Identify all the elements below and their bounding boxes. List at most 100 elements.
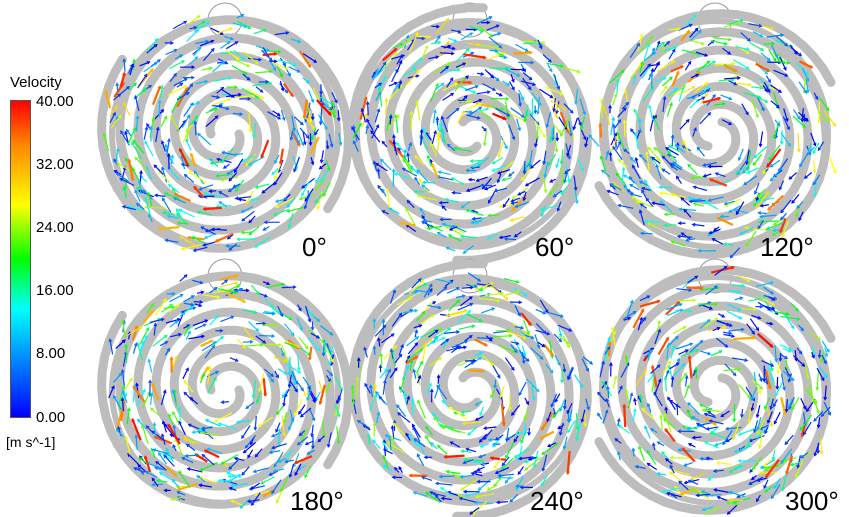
vector-arrowhead — [310, 326, 315, 331]
velocity-vector — [796, 347, 803, 355]
vector-arrowhead — [108, 337, 113, 343]
velocity-vector — [503, 277, 519, 283]
vector-arrowhead — [501, 177, 506, 182]
vector-arrowhead — [201, 20, 206, 25]
vector-arrowhead — [731, 334, 736, 338]
vector-arrowhead — [708, 230, 713, 235]
velocity-vector — [445, 225, 463, 236]
vector-arrowhead — [530, 112, 535, 117]
vector-arrowhead — [708, 419, 713, 423]
vector-arrowhead — [275, 499, 280, 504]
vector-arrowhead — [233, 152, 238, 157]
vector-arrowhead — [310, 136, 315, 141]
vector-arrowhead — [158, 451, 162, 456]
velocity-vector — [271, 479, 282, 494]
velocity-vector — [293, 453, 300, 468]
vector-arrowhead — [369, 384, 373, 389]
velocity-vector — [804, 362, 809, 380]
velocity-vector — [618, 424, 631, 434]
vector-arrowhead — [677, 448, 682, 452]
velocity-vector — [524, 397, 529, 405]
vector-arrowhead — [565, 340, 570, 345]
velocity-vector — [639, 63, 651, 77]
velocity-vector — [185, 331, 191, 340]
vector-arrowhead — [779, 140, 784, 145]
vector-arrowhead — [250, 502, 255, 507]
velocity-vector — [234, 457, 245, 461]
vector-arrowhead — [641, 407, 646, 412]
velocity-vector — [427, 225, 443, 230]
velocity-vector — [641, 408, 655, 420]
velocity-vector — [272, 110, 281, 117]
vector-arrowhead — [729, 254, 734, 259]
velocity-vector — [575, 89, 579, 104]
vector-arrowhead — [221, 60, 226, 65]
vector-arrowhead — [782, 458, 787, 463]
velocity-vector — [113, 93, 121, 101]
vector-arrowhead — [311, 445, 315, 450]
vector-arrowhead — [132, 167, 136, 172]
velocity-vector — [734, 297, 743, 301]
vector-arrowhead — [625, 101, 630, 106]
velocity-vector — [153, 323, 157, 336]
vector-arrowhead — [826, 348, 830, 353]
vector-arrowhead — [381, 318, 386, 323]
vector-arrowhead — [225, 106, 230, 111]
vector-arrowhead — [208, 66, 213, 71]
vector-arrowhead — [552, 414, 557, 419]
velocity-vector — [329, 346, 333, 365]
velocity-vector — [581, 409, 586, 423]
velocity-vector — [186, 129, 189, 142]
velocity-vector — [432, 62, 451, 74]
vector-arrowhead — [148, 379, 152, 384]
vector-arrowhead — [763, 485, 767, 490]
velocity-vector — [351, 385, 355, 406]
vector-arrowhead — [509, 218, 514, 222]
vector-arrowhead — [364, 113, 368, 117]
vector-arrowhead — [236, 56, 241, 61]
velocity-vector — [670, 165, 678, 171]
vector-arrowhead — [193, 170, 198, 175]
velocity-vector — [645, 220, 661, 223]
velocity-vector — [367, 101, 369, 116]
velocity-vector — [542, 454, 548, 472]
vector-arrowhead — [421, 310, 426, 315]
vector-arrowhead — [569, 133, 573, 138]
vector-arrowhead — [171, 291, 176, 296]
vector-arrowhead — [668, 76, 673, 81]
velocity-vector — [537, 39, 543, 49]
vector-arrowhead — [284, 89, 289, 94]
velocity-vector — [566, 402, 573, 414]
velocity-vector — [317, 435, 325, 443]
vector-arrowhead — [186, 235, 191, 240]
vector-arrowhead — [172, 197, 177, 201]
vector-arrowhead — [143, 87, 147, 92]
velocity-vector — [291, 130, 300, 144]
vector-arrowhead — [198, 187, 203, 191]
velocity-vector — [193, 47, 201, 57]
velocity-vector — [739, 227, 754, 235]
velocity-vector — [551, 105, 558, 118]
vector-arrowhead — [751, 330, 755, 335]
vector-arrowhead — [612, 330, 617, 335]
vector-arrowhead — [245, 288, 250, 293]
velocity-vector — [553, 98, 556, 112]
velocity-vector — [430, 41, 441, 45]
vector-arrowhead — [430, 314, 435, 318]
vector-arrowhead — [228, 247, 233, 251]
vector-arrowhead — [695, 348, 700, 353]
vector-arrowhead — [694, 275, 699, 280]
velocity-vector — [169, 294, 184, 303]
vector-arrowhead — [456, 287, 461, 291]
velocity-vector — [522, 77, 532, 90]
vector-arrowhead — [647, 146, 652, 151]
vector-arrowhead — [438, 474, 443, 479]
velocity-vector — [307, 386, 317, 401]
vector-arrowhead — [607, 340, 612, 345]
velocity-vector — [491, 32, 501, 37]
velocity-vector — [365, 125, 369, 134]
velocity-vector — [158, 100, 161, 118]
velocity-vector — [458, 358, 473, 367]
vector-arrowhead — [517, 471, 522, 476]
vector-arrowhead — [234, 358, 239, 362]
